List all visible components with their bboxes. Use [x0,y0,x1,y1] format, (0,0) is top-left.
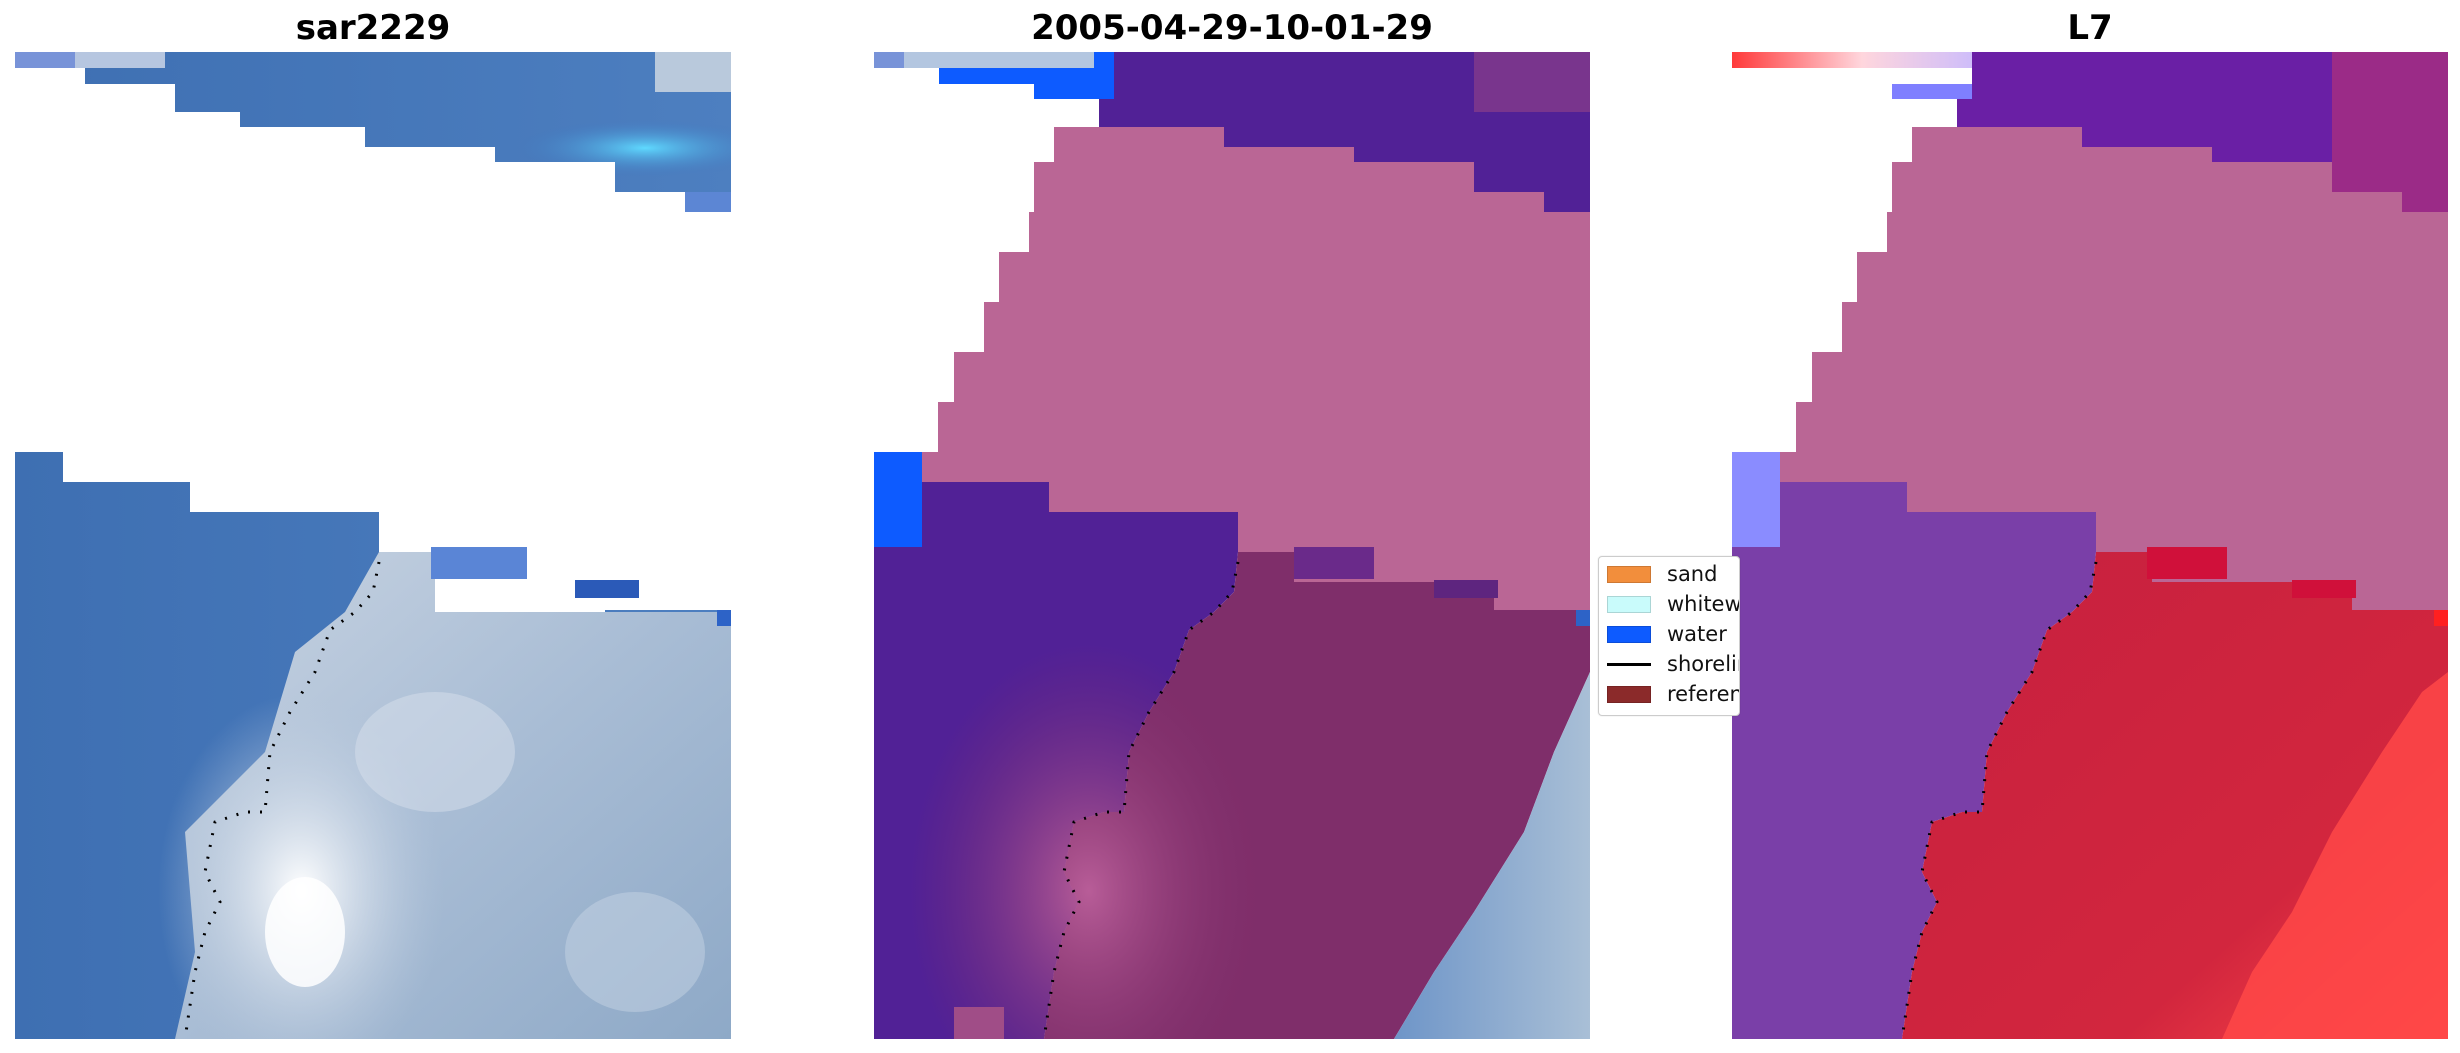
legend-swatch-sand [1607,565,1651,583]
panel-title-classification: 2005-04-29-10-01-29 [1031,8,1433,48]
legend: sand whitewater water shoreline referenc… [1598,556,1740,716]
legend-item-shoreline: shoreline [1607,651,1739,677]
l7-panel [1732,52,2448,1039]
legend-label-whitewater: whitewater [1667,592,1740,616]
legend-item-sand: sand [1607,561,1739,587]
legend-label-water: water [1667,622,1727,646]
l7-image [1732,52,2448,1039]
panel-title-rgb: sar2229 [295,8,451,48]
classification-panel [874,52,1590,1039]
rgb-image-panel [15,52,731,1039]
legend-swatch-reference [1607,685,1651,703]
legend-label-sand: sand [1667,562,1718,586]
legend-label-shoreline: shoreline [1667,652,1739,676]
legend-label-reference: reference [1667,682,1739,706]
legend-swatch-water [1607,625,1651,643]
classification-image [874,52,1590,1039]
panel-title-l7: L7 [2067,8,2113,48]
legend-line-shoreline [1607,662,1651,666]
legend-item-reference: reference [1607,681,1739,707]
rgb-image [15,52,731,1039]
legend-item-water: water [1607,621,1739,647]
legend-swatch-whitewater [1607,595,1651,613]
legend-item-whitewater: whitewater [1607,591,1740,617]
